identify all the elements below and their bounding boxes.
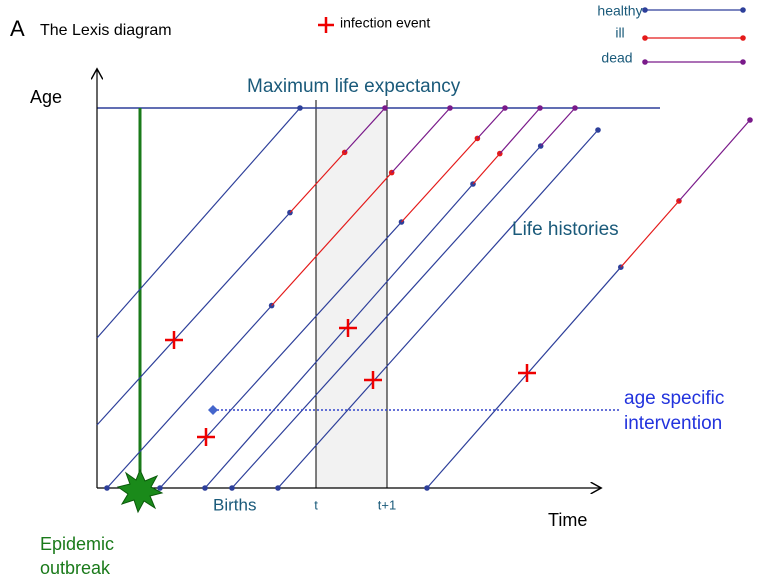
intervention-label: intervention <box>624 413 722 434</box>
state-dot <box>297 105 303 111</box>
state-dot <box>747 117 753 123</box>
life-segment <box>159 221 402 489</box>
legend-ill: ill <box>615 25 624 41</box>
legend-dot <box>642 7 648 13</box>
state-dot <box>502 105 508 111</box>
life-segment <box>231 145 542 489</box>
legend-dot <box>740 7 746 13</box>
life-segment <box>472 153 501 185</box>
legend-dead: dead <box>601 50 632 66</box>
intervention-marker <box>208 405 218 415</box>
legend-dot <box>642 59 648 65</box>
state-dot <box>537 105 543 111</box>
state-dot <box>447 105 453 111</box>
infection-cross <box>197 428 215 446</box>
births-label: Births <box>213 495 256 514</box>
infection-cross <box>165 331 183 349</box>
life-segment <box>96 212 291 426</box>
panel-letter: A <box>10 16 25 41</box>
infection-cross <box>339 319 357 337</box>
legend-dot <box>642 35 648 41</box>
state-dot <box>382 105 388 111</box>
outbreak-label: Epidemic <box>40 534 114 554</box>
infection-cross <box>518 364 536 382</box>
max-life-label: Maximum life expectancy <box>247 76 461 97</box>
t1-label: t+1 <box>378 497 396 512</box>
intervention-label: age specific <box>624 388 724 409</box>
life-segment <box>678 119 751 202</box>
life-segment <box>271 172 393 307</box>
outbreak-star <box>116 468 164 514</box>
outbreak-label: outbreak <box>40 558 111 578</box>
title: The Lexis diagram <box>40 22 172 39</box>
legend-lines <box>642 7 746 65</box>
legend-cross <box>318 17 334 33</box>
life-segment <box>540 107 576 147</box>
legend-dot <box>740 35 746 41</box>
time-interval <box>316 108 387 488</box>
state-dot <box>595 127 601 133</box>
life-segment <box>289 151 346 214</box>
life-segment <box>96 107 301 339</box>
life-segment <box>499 107 541 154</box>
life-segment <box>204 183 474 489</box>
legend-infection: infection event <box>340 15 430 31</box>
life-segment <box>391 107 451 174</box>
life-segment <box>277 129 599 489</box>
life-segment <box>344 107 386 153</box>
t-label: t <box>314 497 318 512</box>
life-segment <box>106 305 273 489</box>
life-histories <box>96 105 753 491</box>
life-segment <box>476 107 506 139</box>
legend-dot <box>740 59 746 65</box>
life-segment <box>401 137 478 223</box>
state-dot <box>572 105 578 111</box>
life-histories-label: Life histories <box>512 219 619 240</box>
life-segment <box>620 200 680 268</box>
infection-cross <box>364 371 382 389</box>
x-label: Time <box>548 510 587 530</box>
life-segment <box>426 266 622 489</box>
infection-events <box>165 319 536 446</box>
legend-healthy: healthy <box>597 3 642 19</box>
y-label: Age <box>30 87 62 107</box>
